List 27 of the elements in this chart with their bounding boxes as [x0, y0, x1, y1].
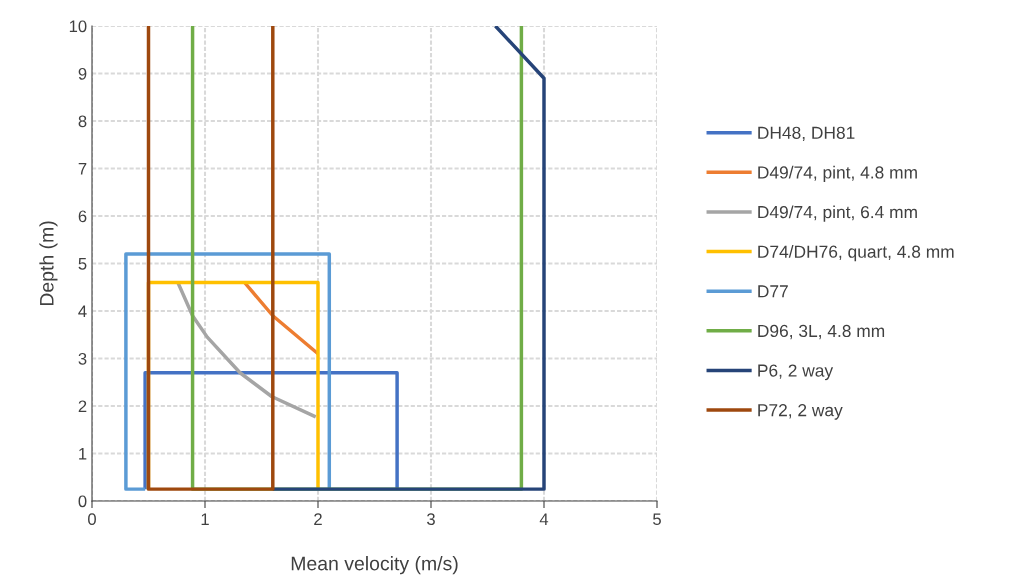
x-tick-label: 3	[427, 513, 435, 526]
x-tick-label: 4	[539, 513, 549, 525]
legend-label: D49/74, pint, 4.8 mm	[758, 165, 917, 183]
y-tick-label: 0	[78, 495, 87, 508]
y-tick-label: 5	[78, 258, 87, 270]
x-tick-label: 1	[201, 513, 209, 525]
y-tick-label: 7	[78, 163, 87, 175]
y-tick-label: 9	[78, 67, 87, 80]
x-tick-label: 5	[653, 513, 661, 526]
x-tick-label: 0	[88, 513, 96, 526]
y-tick-label: 1	[79, 448, 87, 460]
legend-label: P6, 2 way	[758, 364, 834, 381]
legend-label: D49/74, pint, 6.4 mm	[758, 205, 917, 222]
x-tick-label: 2	[314, 513, 322, 525]
x-axis-title: Mean velocity (m/s)	[291, 556, 458, 575]
y-tick-label: 4	[78, 305, 87, 318]
legend-label: D77	[758, 285, 788, 298]
y-axis-title: Depth (m)	[39, 221, 58, 306]
y-tick-label: 2	[78, 400, 87, 413]
y-tick-label: 8	[78, 115, 87, 128]
legend-label: D96, 3L, 4.8 mm	[758, 324, 885, 340]
y-tick-label: 10	[69, 20, 87, 33]
y-tick-label: 3	[78, 352, 87, 365]
legend-label: D74/DH76, quart, 4.8 mm	[758, 245, 954, 262]
legend-label: P72, 2 way	[758, 404, 843, 420]
legend-label: DH48, DH81	[758, 126, 855, 142]
y-tick-label: 6	[78, 210, 87, 223]
